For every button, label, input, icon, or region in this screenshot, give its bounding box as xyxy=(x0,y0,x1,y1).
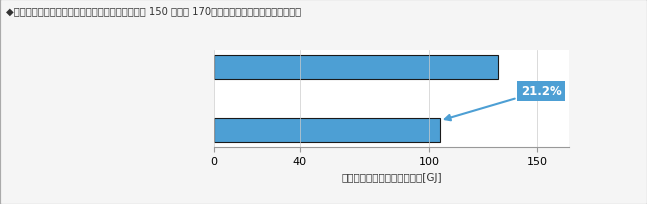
Bar xyxy=(214,55,498,79)
Bar xyxy=(214,119,440,143)
Text: 21.2%: 21.2% xyxy=(445,85,562,121)
Text: ◆平日の夕食場所とエネルギー消費量（住宅延面積 150 ㎡以上 170㎡未満・同居家族人数５～６人）: ◆平日の夕食場所とエネルギー消費量（住宅延面積 150 ㎡以上 170㎡未満・同… xyxy=(6,6,302,16)
X-axis label: 年間一次エネルギー消費量　[GJ]: 年間一次エネルギー消費量 [GJ] xyxy=(341,172,442,182)
